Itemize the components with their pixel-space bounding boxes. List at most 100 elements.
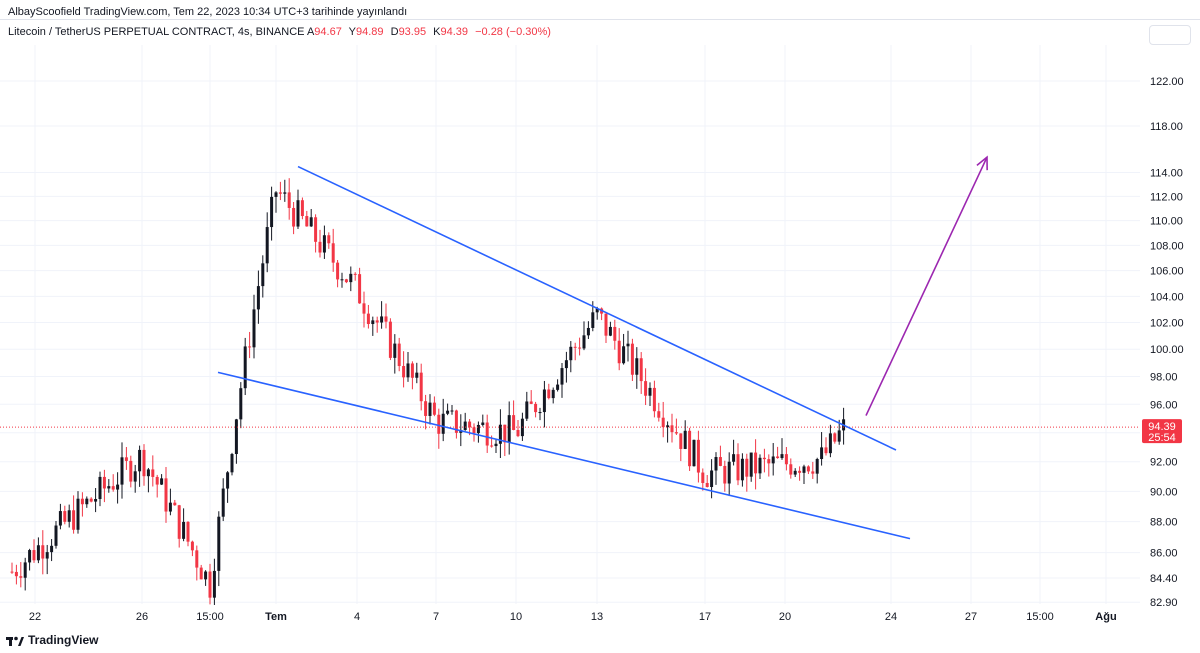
candle-body — [529, 401, 533, 404]
candle — [428, 394, 432, 425]
candle — [243, 337, 247, 396]
candle — [309, 208, 313, 227]
candle-body — [58, 511, 62, 526]
candle — [72, 495, 76, 534]
candle — [406, 352, 410, 382]
candle — [151, 455, 155, 487]
tradingview-logo-icon — [6, 636, 24, 646]
candle-body — [494, 443, 498, 447]
time-tick-label: 7 — [433, 611, 439, 623]
candle — [397, 337, 401, 372]
candle-body — [94, 499, 98, 502]
candle-body — [151, 469, 155, 477]
candle-body — [195, 550, 199, 568]
candle — [353, 272, 357, 281]
candle — [133, 464, 137, 493]
candle — [674, 418, 678, 435]
candle — [485, 414, 489, 453]
candle — [688, 427, 692, 471]
candle — [261, 255, 265, 298]
candle — [437, 408, 441, 449]
candle — [472, 423, 476, 442]
candle — [358, 267, 362, 304]
candle — [754, 439, 758, 490]
candle-body — [595, 308, 599, 313]
candle-body — [806, 466, 810, 472]
candle-body — [674, 432, 678, 434]
price-tick-label: 108.00 — [1150, 240, 1184, 252]
symbol-title[interactable]: Litecoin / TetherUS PERPETUAL CONTRACT, … — [8, 26, 305, 38]
candle-body — [98, 476, 102, 500]
candle — [608, 321, 612, 337]
candle — [204, 570, 208, 586]
candle — [626, 330, 630, 362]
time-tick-label: 24 — [885, 611, 897, 623]
candle — [780, 438, 784, 460]
candle-body — [538, 412, 542, 414]
candles — [10, 178, 846, 605]
candle — [696, 430, 700, 483]
candle-body — [569, 346, 573, 361]
candle — [14, 564, 18, 585]
candle-body — [336, 262, 340, 280]
candle-body — [714, 457, 718, 471]
candle — [762, 448, 766, 473]
candle-body — [190, 541, 194, 551]
candle — [639, 352, 643, 394]
candle — [802, 464, 806, 485]
candle — [723, 460, 727, 492]
candle-body — [432, 402, 436, 415]
candle — [815, 457, 819, 484]
candle — [85, 496, 89, 508]
candle-body — [358, 274, 362, 304]
candle-body — [129, 460, 133, 482]
open-value: 94.67 — [314, 26, 342, 38]
candle-body — [362, 303, 366, 314]
candle-body — [837, 430, 841, 442]
candle-body — [36, 545, 40, 561]
candle — [767, 454, 771, 477]
time-tick-label: 10 — [510, 611, 522, 623]
price-tick-label: 118.00 — [1150, 121, 1183, 133]
candle — [116, 472, 120, 504]
candle-body — [32, 550, 36, 561]
candle — [494, 438, 498, 454]
candle-body — [410, 363, 414, 378]
candle-body — [177, 505, 181, 539]
candle — [784, 447, 788, 471]
candle — [793, 468, 797, 477]
candle-body — [485, 422, 489, 446]
candle — [287, 178, 291, 220]
time-axis: 22 26 15:00 Tem 4 7 10 13 17 20 24 27 15:00 Ağu — [29, 611, 1117, 623]
candle-body — [648, 387, 652, 396]
candle-body — [265, 227, 269, 264]
candle — [701, 468, 705, 491]
price-tick-label: 104.00 — [1150, 291, 1184, 303]
header-divider — [0, 19, 1200, 20]
candle — [604, 313, 608, 343]
candle — [173, 499, 177, 506]
candle-body — [14, 571, 18, 577]
price-tick-label: 102.00 — [1150, 318, 1184, 330]
candle — [89, 497, 93, 503]
low-value: 93.95 — [398, 26, 427, 38]
candle — [375, 316, 379, 333]
candle — [393, 334, 397, 374]
candle-body — [85, 498, 89, 505]
candle-body — [512, 415, 516, 430]
price-tag-value: 94.39 — [1148, 421, 1176, 433]
price-tag-countdown: 25:54 — [1148, 432, 1176, 444]
candle — [529, 390, 533, 405]
currency-selector[interactable] — [1149, 25, 1191, 45]
candle-body — [754, 452, 758, 474]
candle-body — [300, 200, 304, 217]
candle — [50, 539, 54, 562]
time-tick-label: 15:00 — [1026, 611, 1054, 623]
candle-body — [666, 425, 670, 428]
time-tick-label: 4 — [354, 611, 360, 623]
candle-body — [490, 445, 494, 447]
candle-body — [551, 389, 555, 399]
candle — [256, 270, 260, 324]
candle-body — [217, 516, 221, 571]
